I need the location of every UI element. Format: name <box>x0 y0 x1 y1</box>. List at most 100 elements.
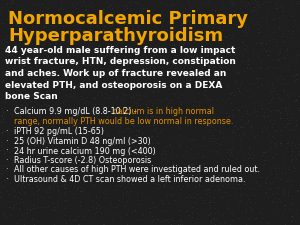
Point <box>211 166 216 169</box>
Point <box>91 96 95 100</box>
Point <box>76 60 80 63</box>
Point <box>148 169 153 172</box>
Point <box>278 128 282 132</box>
Point <box>154 35 158 38</box>
Point <box>200 41 205 45</box>
Point <box>158 152 163 156</box>
Point <box>187 10 192 14</box>
Point <box>158 37 162 40</box>
Point <box>41 56 46 59</box>
Point <box>88 51 93 54</box>
Point <box>13 44 18 47</box>
Point <box>7 151 12 154</box>
Point <box>46 77 51 81</box>
Point <box>1 46 5 50</box>
Point <box>143 84 148 87</box>
Point <box>8 85 13 89</box>
Point <box>32 171 36 175</box>
Point <box>109 201 114 205</box>
Point <box>17 62 22 65</box>
Point <box>234 51 239 55</box>
Point <box>86 68 91 72</box>
Point <box>139 8 144 12</box>
Text: ·: · <box>5 137 8 146</box>
Point <box>109 152 114 156</box>
Point <box>244 3 249 7</box>
Point <box>200 48 204 52</box>
Point <box>96 11 101 14</box>
Point <box>79 39 84 42</box>
Point <box>112 50 116 54</box>
Point <box>111 38 116 42</box>
Point <box>37 88 42 92</box>
Point <box>255 113 260 117</box>
Point <box>25 38 30 41</box>
Point <box>116 167 120 171</box>
Point <box>14 178 18 181</box>
Point <box>113 43 118 47</box>
Point <box>4 64 9 68</box>
Point <box>169 187 174 190</box>
Point <box>54 20 59 24</box>
Point <box>199 143 204 146</box>
Point <box>104 211 109 214</box>
Point <box>188 110 193 113</box>
Point <box>266 53 271 57</box>
Point <box>191 178 196 182</box>
Point <box>243 209 248 213</box>
Point <box>72 167 76 170</box>
Point <box>70 166 74 170</box>
Point <box>169 48 173 52</box>
Point <box>187 162 191 166</box>
Point <box>54 106 59 110</box>
Point <box>100 103 105 107</box>
Point <box>18 50 22 54</box>
Point <box>48 38 53 41</box>
Point <box>180 23 185 26</box>
Point <box>65 76 70 80</box>
Point <box>265 221 269 225</box>
Point <box>134 101 138 105</box>
Point <box>61 87 66 91</box>
Point <box>240 104 245 108</box>
Point <box>168 164 173 168</box>
Point <box>24 211 29 215</box>
Point <box>191 156 196 160</box>
Point <box>20 66 24 69</box>
Point <box>42 42 47 45</box>
Point <box>218 130 223 133</box>
Point <box>261 115 266 118</box>
Point <box>103 190 108 193</box>
Point <box>21 173 26 176</box>
Point <box>17 191 22 194</box>
Point <box>205 108 209 111</box>
Point <box>112 142 116 146</box>
Point <box>210 47 214 51</box>
Point <box>116 11 121 14</box>
Point <box>80 0 85 2</box>
Point <box>41 196 46 200</box>
Point <box>280 14 285 17</box>
Point <box>103 125 107 128</box>
Point <box>166 86 170 90</box>
Point <box>20 213 24 217</box>
Point <box>1 22 5 25</box>
Point <box>36 206 41 209</box>
Point <box>206 24 210 27</box>
Point <box>235 182 240 186</box>
Point <box>131 26 136 30</box>
Point <box>46 6 50 9</box>
Point <box>295 72 299 76</box>
Point <box>42 26 47 30</box>
Point <box>203 93 208 97</box>
Point <box>158 118 163 122</box>
Point <box>230 130 235 133</box>
Point <box>11 158 15 162</box>
Point <box>41 49 46 53</box>
Point <box>279 141 283 145</box>
Point <box>155 106 160 110</box>
Point <box>82 37 87 41</box>
Point <box>285 223 290 225</box>
Point <box>77 31 82 35</box>
Point <box>152 147 157 150</box>
